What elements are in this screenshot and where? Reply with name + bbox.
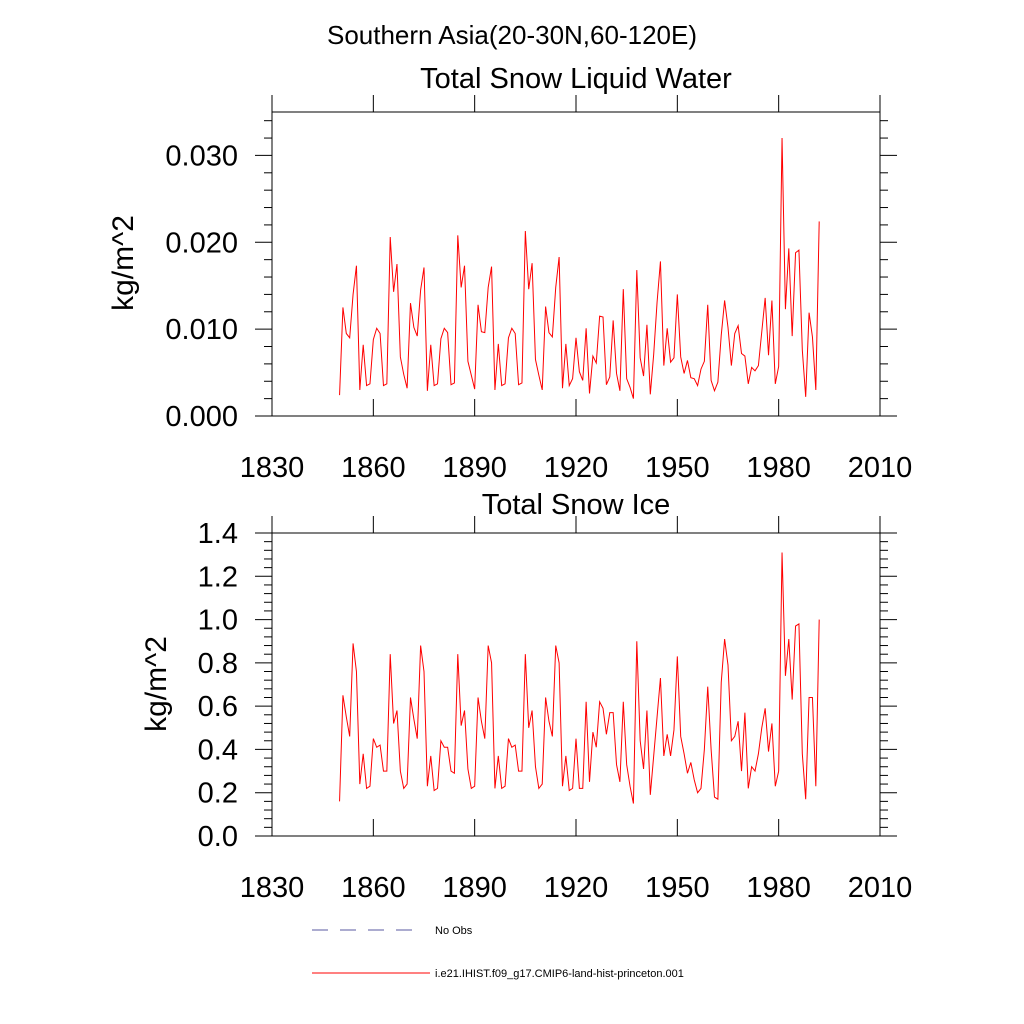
x-tick-label: 1920 bbox=[544, 872, 609, 904]
x-tick-label: 2010 bbox=[848, 872, 913, 904]
legend-label-model-run: i.e21.IHIST.f09_g17.CMIP6-land-hist-prin… bbox=[435, 968, 684, 980]
series-line-model-run bbox=[339, 138, 820, 399]
y-tick-label: 0.020 bbox=[165, 227, 238, 259]
x-tick-label: 2010 bbox=[848, 452, 913, 484]
legend: No Obs i.e21.IHIST.f09_g17.CMIP6-land-hi… bbox=[312, 925, 684, 980]
plot-area-snow-liquid-water: 1830 1860 1890 1920 1950 1980 2010 0.000 0.010 0.… bbox=[165, 95, 912, 484]
chart-title-snow-ice: Total Snow Ice bbox=[482, 489, 671, 521]
y-tick-label: 0.010 bbox=[165, 314, 238, 346]
y-tick-label: 0.4 bbox=[198, 734, 238, 766]
y-tick-label: 0.8 bbox=[198, 648, 238, 680]
y-axis-label-snow-liquid-water: kg/m^2 bbox=[107, 215, 140, 311]
legend-item-no-obs: No Obs bbox=[312, 925, 473, 937]
legend-item-model-run: i.e21.IHIST.f09_g17.CMIP6-land-hist-prin… bbox=[312, 968, 684, 980]
y-tick-label: 1.4 bbox=[198, 518, 238, 550]
y-tick-label: 1.2 bbox=[198, 561, 238, 593]
x-tick-label: 1950 bbox=[645, 452, 710, 484]
x-tick-label: 1890 bbox=[442, 872, 507, 904]
x-tick-label: 1890 bbox=[442, 452, 507, 484]
x-tick-label: 1980 bbox=[746, 872, 811, 904]
x-tick-label: 1830 bbox=[240, 452, 305, 484]
chart-title-snow-liquid-water: Total Snow Liquid Water bbox=[420, 63, 732, 95]
panel-snow-ice: Total Snow Ice kg/m^2 1830 1860 1890 1920 19… bbox=[140, 489, 912, 904]
x-tick-label: 1830 bbox=[240, 872, 305, 904]
plot-frame bbox=[271, 111, 881, 417]
x-tick-label: 1920 bbox=[544, 452, 609, 484]
plot-frame bbox=[271, 532, 881, 837]
x-tick-label: 1860 bbox=[341, 452, 406, 484]
x-tick-label: 1980 bbox=[746, 452, 811, 484]
y-tick-label: 0.6 bbox=[198, 691, 238, 723]
legend-label-no-obs: No Obs bbox=[435, 925, 473, 937]
x-tick-label: 1860 bbox=[341, 872, 406, 904]
y-tick-label: 0.000 bbox=[165, 401, 238, 433]
y-tick-label: 1.0 bbox=[198, 605, 238, 637]
panel-snow-liquid-water: Total Snow Liquid Water kg/m^2 1830 1860 1… bbox=[107, 63, 912, 484]
y-tick-label: 0.2 bbox=[198, 778, 238, 810]
y-axis-label-snow-ice: kg/m^2 bbox=[140, 636, 173, 732]
y-tick-label: 0.0 bbox=[198, 821, 238, 853]
y-tick-label: 0.030 bbox=[165, 140, 238, 172]
x-tick-label: 1950 bbox=[645, 872, 710, 904]
plot-area-snow-ice: 1830 1860 1890 1920 1950 1980 2010 0.0 0.2 0.4 0.6… bbox=[198, 516, 913, 904]
region-title: Southern Asia(20-30N,60-120E) bbox=[327, 20, 697, 50]
series-line-model-run bbox=[339, 552, 820, 804]
